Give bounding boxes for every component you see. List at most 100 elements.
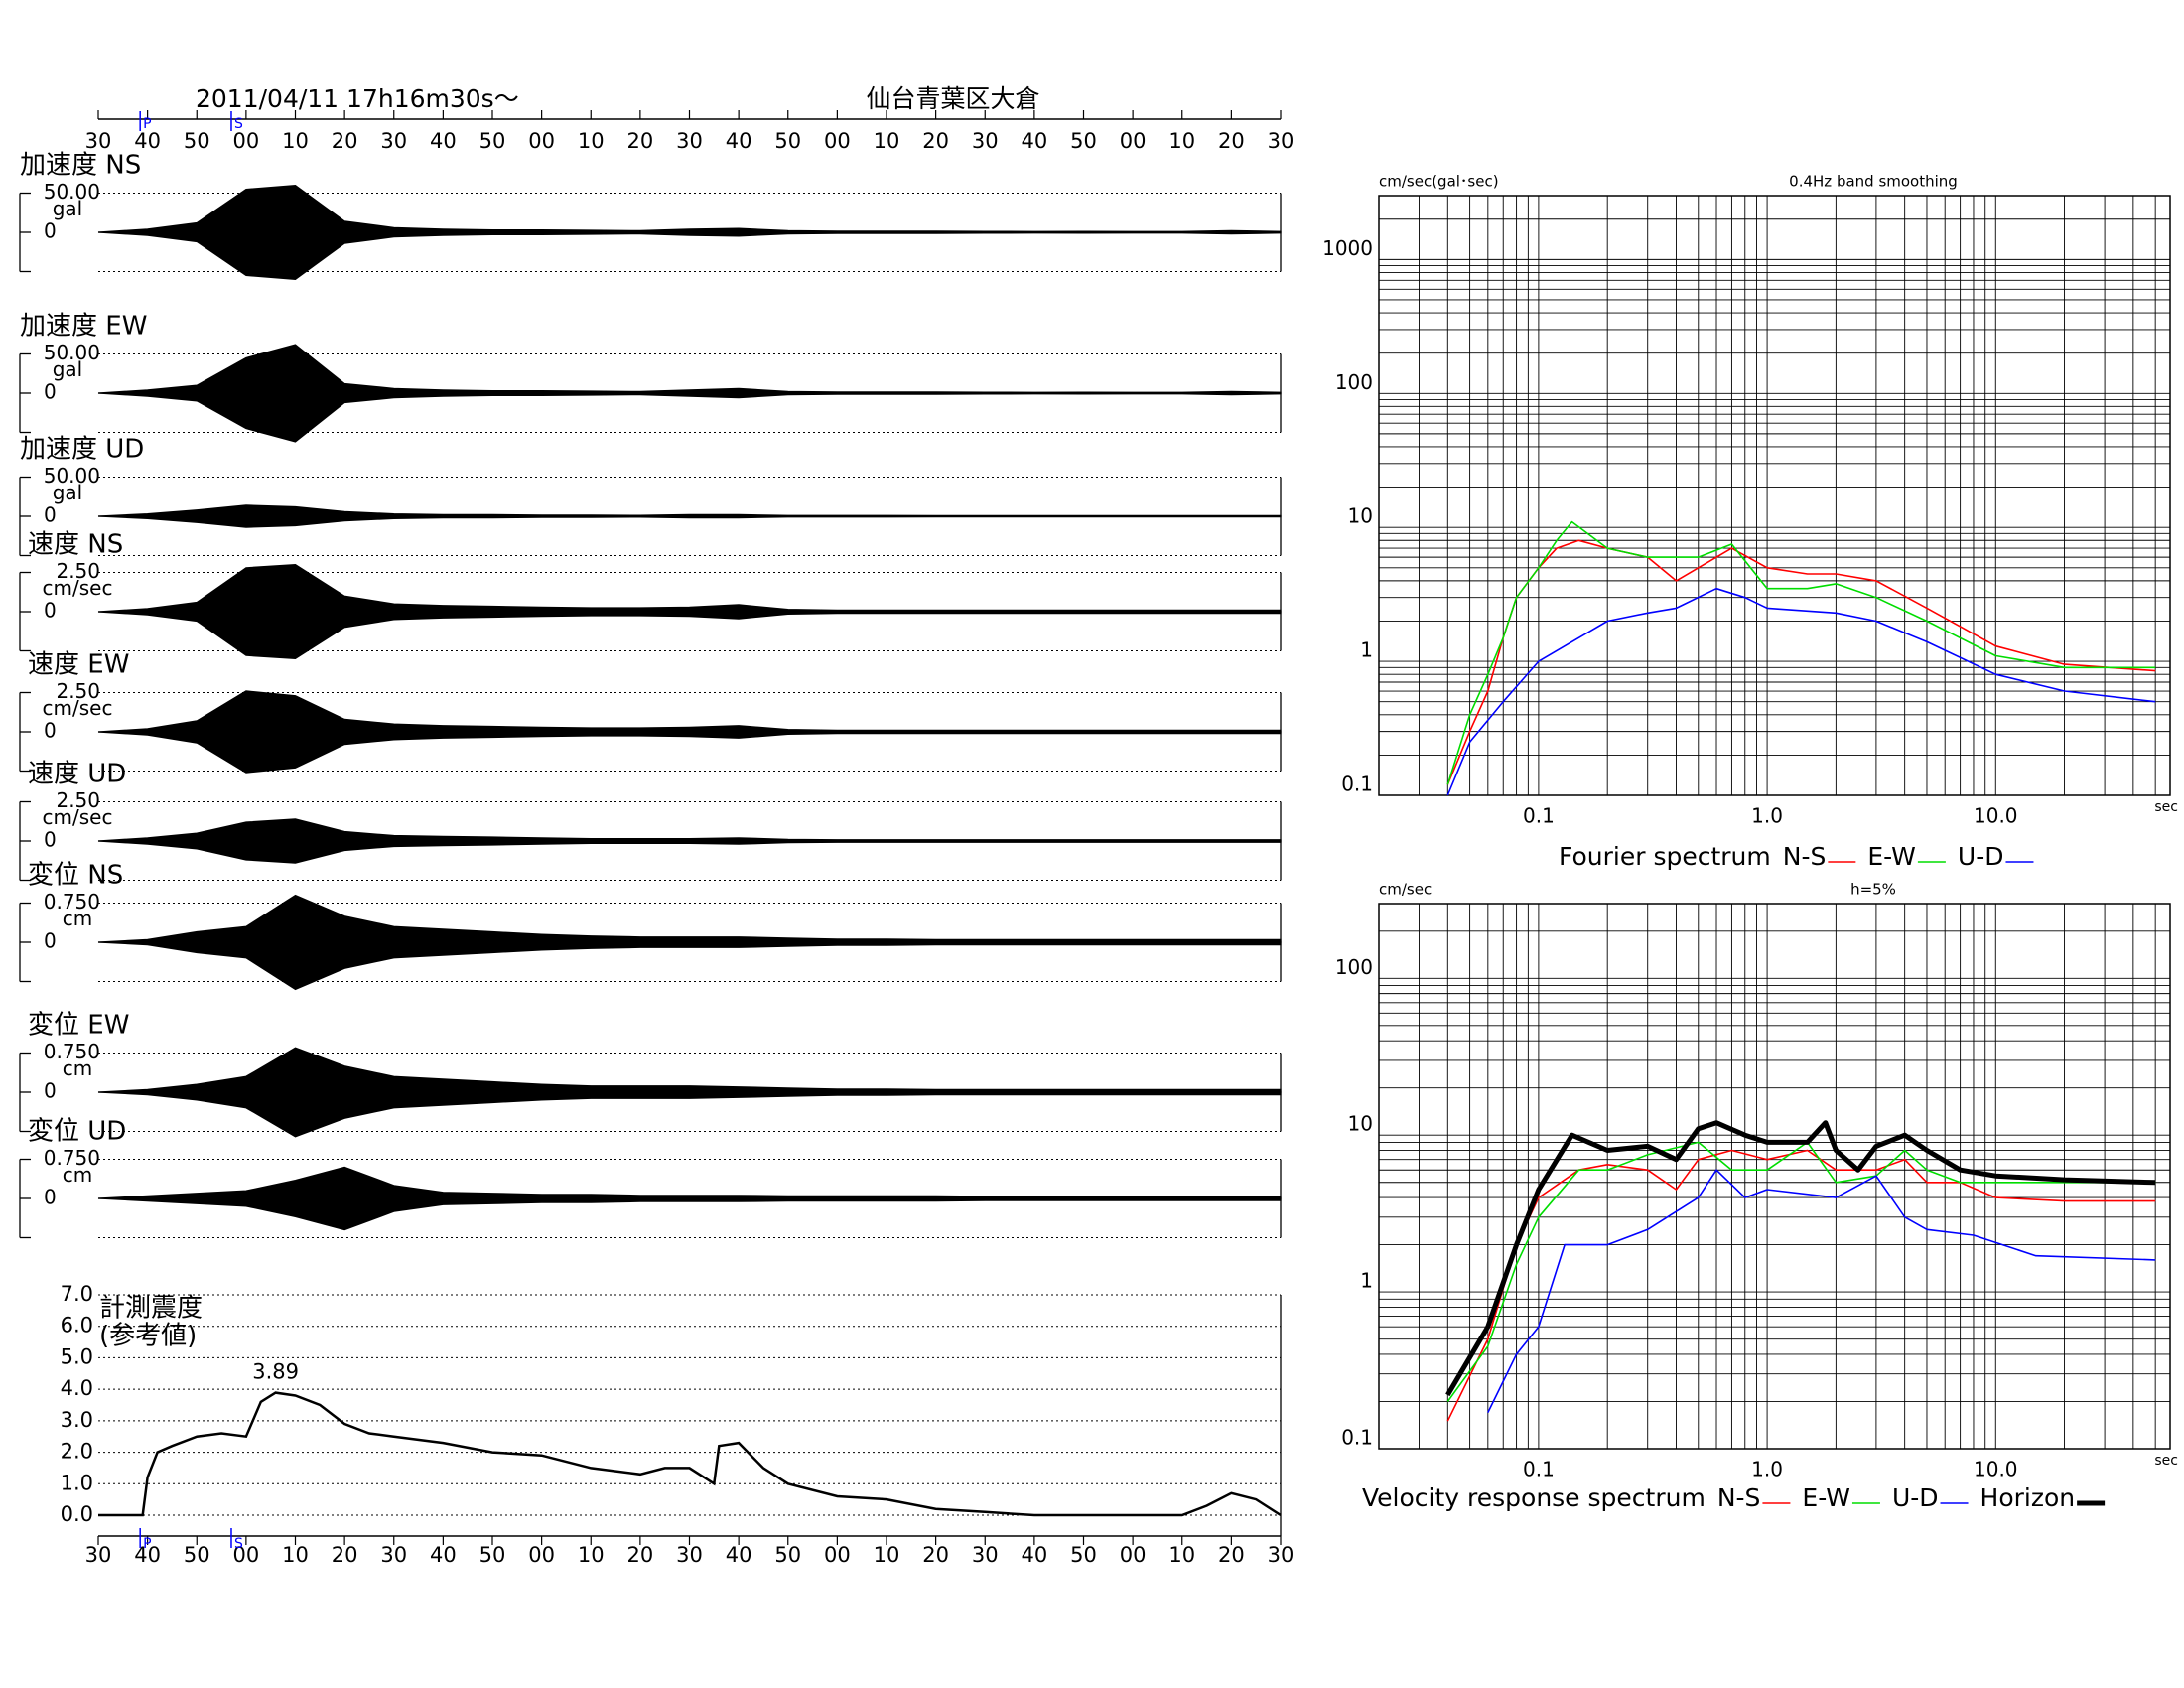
waveform-upper [97,184,1282,233]
time-tick-label: 40 [134,1543,161,1567]
time-tick-label: 20 [627,1543,654,1567]
record-title: 2011/04/11 17h16m30s～ [196,84,519,113]
waveform-upper [97,818,1282,842]
unit-label: gal [53,197,83,220]
spectrum-line [1446,587,2156,796]
time-tick-label: 10 [1168,129,1195,153]
time-tick-label: 20 [332,1543,358,1567]
plot-frame [1378,195,2171,796]
y-tick-label: 1 [1360,638,1373,662]
plot-frame [1378,903,2171,1450]
y-tick-label: 2.0 [61,1440,93,1464]
y-tick-label: 100 [1335,370,1373,394]
x-tick-label: 0.1 [1523,1458,1555,1481]
scale-label: 0 [44,380,57,404]
time-tick-label: 40 [134,129,161,153]
scale-label: 0 [44,929,57,953]
waveform-lower [97,611,1282,660]
trace-label: 変位 NS [28,861,123,891]
phase-label: P [143,116,151,132]
time-tick-label: 00 [1120,1543,1147,1567]
trace-label: 加速度 UD [20,435,144,465]
y-tick-label: 1.0 [61,1471,93,1494]
time-tick-label: 50 [184,129,210,153]
trace-label: 加速度 EW [20,312,147,342]
scale-label: 0.750 [44,890,100,914]
y-tick-label: 0.1 [1341,1426,1373,1450]
legend-entry: U-D [1958,842,2004,871]
time-tick-label: 40 [430,1543,457,1567]
scale-label: 50.00 [44,180,100,204]
waveform-lower [97,392,1282,443]
scale-label: 50.00 [44,341,100,364]
y-tick-label: 5.0 [61,1344,93,1368]
y-tick-label: 0.1 [1341,773,1373,796]
y-tick-label: 7.0 [61,1282,93,1306]
legend-entry: E-W [1867,842,1916,871]
legend-entry: U-D [1892,1483,1939,1512]
legend-title: Velocity response spectrum [1362,1483,1706,1512]
x-tick-label: 0.1 [1523,804,1555,828]
legend-entry: N-S [1783,842,1827,871]
station-name: 仙台青葉区大倉 [866,84,1039,113]
x-unit-label: sec [2154,799,2178,815]
time-tick-label: 30 [676,1543,703,1567]
trace-label: 速度 NS [28,530,123,560]
time-tick-label: 00 [824,129,851,153]
unit-label: cm/sec [1379,881,1432,899]
time-tick-label: 20 [922,129,949,153]
time-tick-label: 30 [972,1543,999,1567]
intensity-line [98,1391,1282,1517]
legend-entry: E-W [1802,1483,1850,1512]
time-tick-label: 30 [676,129,703,153]
phase-label: S [234,1536,243,1552]
time-tick-label: 10 [282,129,309,153]
time-tick-label: 10 [874,129,900,153]
time-tick-label: 30 [380,129,407,153]
y-tick-label: 0.0 [61,1502,93,1526]
unit-label: cm/sec [43,696,113,720]
legend-entry: N-S [1717,1483,1761,1512]
x-tick-label: 10.0 [1974,804,2018,828]
waveform-upper [97,563,1282,613]
scale-label: 0 [44,1079,57,1103]
time-tick-label: 20 [1218,1543,1245,1567]
phase-label: P [143,1536,151,1552]
y-tick-label: 3.0 [61,1408,93,1432]
time-tick-label: 00 [1120,129,1147,153]
trace-label: 速度 EW [28,650,129,680]
unit-label: cm/sec [43,576,113,600]
scale-label: 0 [44,719,57,743]
unit-label: gal [53,481,83,504]
spectrum-line [1445,1120,2156,1397]
scale-label: 2.50 [56,679,100,703]
y-tick-label: 1000 [1322,236,1373,260]
waveform-lower [97,515,1282,528]
x-tick-label: 10.0 [1974,1458,2018,1481]
time-tick-label: 10 [282,1543,309,1567]
spectrum-line [1446,520,2156,785]
time-tick-label: 30 [85,1543,112,1567]
spectrum-line [1446,1149,2156,1422]
time-tick-label: 00 [233,129,260,153]
time-tick-label: 10 [578,129,605,153]
time-tick-label: 40 [430,129,457,153]
time-tick-label: 00 [528,1543,555,1567]
time-tick-label: 30 [380,1543,407,1567]
time-tick-label: 10 [578,1543,605,1567]
waveform-upper [97,344,1282,394]
time-tick-label: 00 [824,1543,851,1567]
time-tick-label: 50 [184,1543,210,1567]
trace-label: 変位 UD [28,1117,126,1147]
waveform-lower [97,941,1282,991]
trace-label: 変位 EW [28,1011,129,1041]
time-tick-label: 10 [874,1543,900,1567]
intensity-title: 計測震度 [99,1294,203,1324]
waveform-upper [97,894,1282,943]
trace-label: 加速度 NS [20,151,141,181]
unit-label: cm [63,907,92,930]
time-tick-label: 30 [85,129,112,153]
unit-label: gal [53,357,83,381]
time-tick-label: 40 [1022,1543,1048,1567]
chart-subtitle: 0.4Hz band smoothing [1789,173,1958,191]
